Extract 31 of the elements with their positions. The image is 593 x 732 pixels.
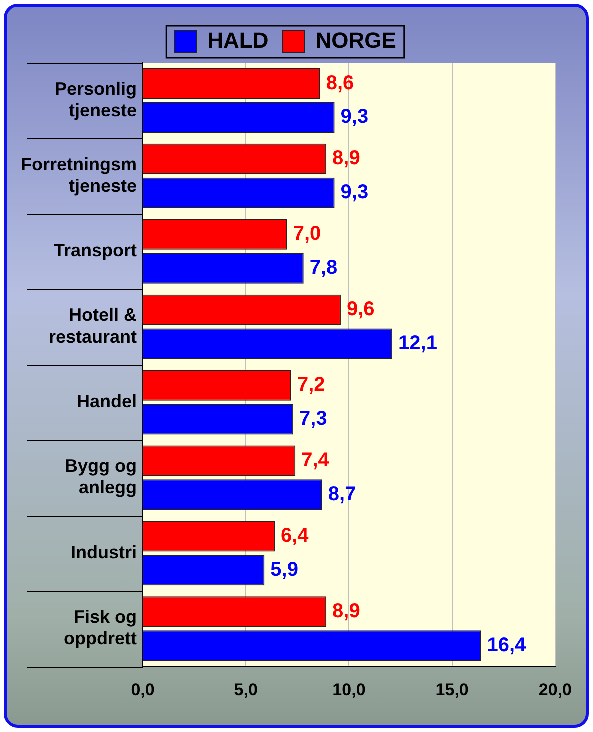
data-label: 8,7 xyxy=(328,483,356,506)
x-tick-label: 10,0 xyxy=(332,680,366,700)
x-tick-label: 15,0 xyxy=(436,680,469,700)
legend-label: NORGE xyxy=(316,28,396,54)
data-label: 7,2 xyxy=(297,374,326,396)
y-tick-label: Personlig tjeneste xyxy=(54,78,138,120)
y-tick-label: Handel xyxy=(76,391,138,412)
y-tick-label: Hotell & restaurant xyxy=(48,305,138,347)
data-label: 8,9 xyxy=(332,600,360,622)
data-label: 9,6 xyxy=(346,298,375,321)
data-label: 12,1 xyxy=(398,332,438,355)
y-tick-label: Industri xyxy=(71,542,138,562)
data-label: 7,3 xyxy=(300,408,328,430)
data-label: 8,6 xyxy=(326,72,354,94)
y-tick-label: Bygg og anlegg xyxy=(65,456,138,498)
data-label: 5,9 xyxy=(270,558,298,581)
x-tick-label: 5,0 xyxy=(234,680,258,700)
x-tick-label: 20,0 xyxy=(538,680,572,700)
data-label: 8,9 xyxy=(332,148,360,170)
legend-label: HALD xyxy=(208,28,269,54)
data-label: 9,3 xyxy=(340,106,369,128)
data-label: 9,3 xyxy=(340,182,369,204)
data-label: 6,4 xyxy=(280,524,310,547)
y-tick-label: Fisk og oppdrett xyxy=(64,607,138,649)
x-tick-label: 0,0 xyxy=(131,680,155,700)
data-label: 7,4 xyxy=(302,450,330,472)
y-tick-label: Forretningsm tjeneste xyxy=(20,154,138,196)
data-label: 16,4 xyxy=(487,634,528,656)
data-label: 7,8 xyxy=(310,257,338,280)
data-label: 7,0 xyxy=(293,223,322,246)
y-tick-label: Transport xyxy=(54,240,138,261)
